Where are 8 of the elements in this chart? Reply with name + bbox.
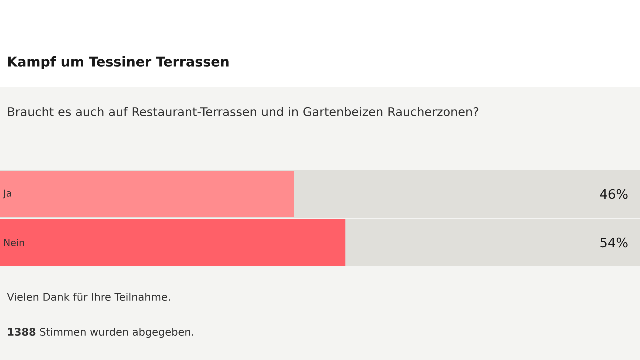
y-tick-label: Ja (3, 190, 12, 199)
data-label: 54% (600, 238, 628, 248)
y-tick-label: Nein (4, 239, 24, 246)
chart-title: Kampf um Tessiner Terrassen (8, 56, 229, 70)
text: Vielen Dank für Ihre Teilnahme. (7, 292, 170, 302)
text: 1388 Stimmen wurden abgegeben. (8, 328, 194, 338)
data-label: 46% (600, 189, 628, 200)
chart-subtitle: Braucht es auch auf Restaurant-Terrassen und in Gartenbeizen Raucherzonen? (8, 107, 479, 116)
